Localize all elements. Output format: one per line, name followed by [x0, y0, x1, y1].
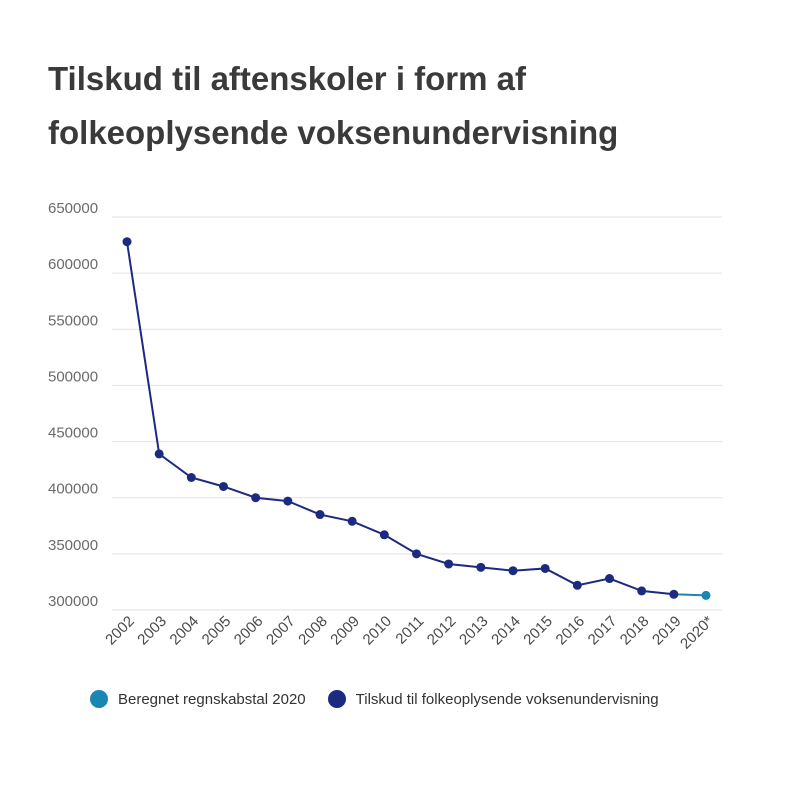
x-tick-label: 2014 — [488, 613, 524, 649]
x-tick-label: 2017 — [585, 613, 621, 649]
data-point — [476, 562, 486, 572]
y-tick-label: 500000 — [48, 368, 98, 385]
legend-label-estimate: Beregnet regnskabstal 2020 — [118, 690, 306, 708]
data-point — [412, 549, 421, 559]
data-point — [347, 516, 357, 526]
series-line-1 — [673, 593, 707, 597]
x-tick-label: 2012 — [424, 613, 460, 649]
x-tick-label: 2003 — [134, 613, 170, 649]
x-tick-label: 2016 — [553, 613, 589, 649]
legend-swatch-main — [327, 690, 346, 708]
data-point — [540, 563, 550, 573]
y-tick-label: 600000 — [48, 256, 98, 273]
y-tick-label: 400000 — [48, 481, 98, 498]
data-point — [315, 510, 325, 520]
legend-label-main: Tilskud til folkeoplysende voksenundervi… — [355, 690, 659, 708]
data-point — [669, 589, 679, 599]
data-point — [186, 473, 196, 483]
data-point — [219, 481, 228, 491]
x-tick-label: 2013 — [456, 613, 492, 649]
data-point — [508, 566, 518, 576]
chart-title-line-2: folkeoplysende voksenundervisning — [48, 114, 619, 151]
line-chart: 300000 350000 400000 450000 500000 550000 6000… — [48, 200, 722, 653]
y-axis-ticks: 300000 350000 400000 450000 500000 550000 6000… — [48, 200, 98, 610]
legend: Beregnet regnskabstal 2020 Tilskud til f… — [90, 690, 681, 708]
data-point — [605, 574, 614, 584]
data-point-estimate — [701, 590, 711, 600]
legend-item-main: Tilskud til folkeoplysende voksenundervi… — [327, 690, 659, 708]
data-point — [251, 493, 261, 503]
x-tick-label: 2006 — [231, 613, 267, 649]
grid-lines — [112, 216, 722, 611]
y-tick-label: 650000 — [48, 200, 98, 217]
data-point — [122, 237, 132, 247]
x-tick-label: 2002 — [102, 613, 138, 649]
y-tick-label: 350000 — [48, 537, 98, 554]
data-point — [572, 580, 582, 590]
x-tick-label: 2007 — [263, 613, 299, 649]
x-tick-label: 2011 — [392, 613, 427, 648]
x-tick-label: 2010 — [360, 613, 396, 649]
legend-swatch-estimate — [90, 690, 108, 708]
y-tick-label: 300000 — [48, 593, 98, 610]
data-point — [283, 496, 293, 506]
x-tick-label: 2009 — [327, 613, 363, 649]
chart-title: Tilskud til aftenskoler i form af folkeo… — [48, 52, 748, 160]
chart-title-line-1: Tilskud til aftenskoler i form af — [48, 60, 527, 97]
x-tick-label: 2020* — [677, 613, 717, 653]
data-point — [154, 449, 164, 459]
series-points — [122, 237, 711, 600]
y-tick-label: 450000 — [48, 425, 98, 442]
series-line-0 — [126, 241, 674, 596]
x-tick-label: 2018 — [617, 613, 653, 649]
data-point — [637, 586, 647, 596]
x-tick-label: 2015 — [520, 613, 556, 649]
y-tick-label: 550000 — [48, 312, 98, 329]
x-tick-label: 2005 — [199, 613, 235, 649]
data-point — [379, 530, 389, 540]
series-lines — [126, 241, 707, 597]
x-axis-ticks: 2002200320042005200620072008200920102011… — [102, 613, 717, 653]
data-point — [444, 559, 454, 569]
x-tick-label: 2004 — [167, 613, 203, 649]
x-tick-label: 2008 — [295, 613, 331, 649]
legend-item-estimate: Beregnet regnskabstal 2020 — [90, 690, 306, 708]
